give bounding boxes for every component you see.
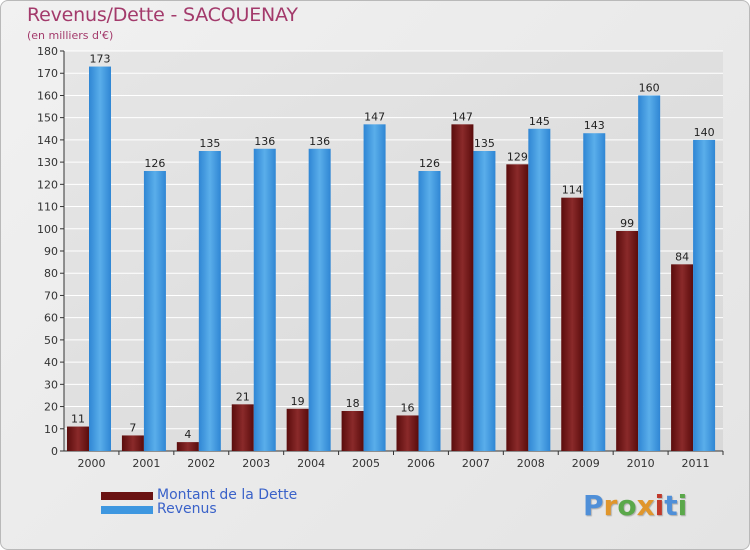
x-tick-label: 2006 [407, 457, 435, 470]
y-tick-label: 0 [51, 445, 58, 458]
legend-swatch-revenus [101, 506, 153, 514]
bar-revenus [693, 139, 716, 451]
bar-revenus [418, 171, 441, 451]
y-tick-label: 160 [37, 89, 58, 102]
data-label-revenus: 145 [529, 115, 550, 128]
y-tick-label: 140 [37, 134, 58, 147]
bar-dette [341, 411, 364, 451]
y-tick-label: 100 [37, 223, 58, 236]
bar-dette [671, 264, 694, 451]
data-label-revenus: 136 [309, 135, 330, 148]
chart-title: Revenus/Dette - SACQUENAY [27, 4, 298, 26]
y-tick-label: 90 [44, 245, 58, 258]
bar-dette [121, 435, 144, 451]
bar-revenus [363, 124, 386, 451]
data-label-dette: 99 [620, 217, 634, 230]
bar-revenus [143, 171, 166, 451]
y-tick-label: 50 [44, 334, 58, 347]
bar-dette [506, 164, 529, 452]
data-label-dette: 4 [184, 428, 191, 441]
data-label-revenus: 135 [474, 137, 495, 150]
data-label-dette: 114 [562, 184, 583, 197]
bar-dette [286, 408, 309, 451]
bar-revenus [583, 133, 606, 451]
bar-dette [561, 197, 584, 451]
bar-dette [616, 231, 639, 451]
bar-dette [231, 404, 254, 451]
bar-dette [451, 124, 474, 451]
data-label-revenus: 173 [90, 53, 111, 66]
chart-unit-subtitle: (en milliers d'€) [27, 29, 114, 42]
x-tick-label: 2009 [572, 457, 600, 470]
bar-revenus [253, 148, 276, 451]
y-tick-label: 120 [37, 178, 58, 191]
y-tick-label: 110 [37, 201, 58, 214]
bar-dette [396, 415, 419, 451]
data-label-dette: 147 [452, 110, 473, 123]
data-label-dette: 11 [71, 413, 85, 426]
x-tick-label: 2007 [462, 457, 490, 470]
data-label-revenus: 136 [254, 135, 275, 148]
y-tick-label: 60 [44, 312, 58, 325]
data-label-revenus: 160 [639, 81, 660, 94]
data-label-dette: 7 [129, 421, 136, 434]
bar-revenus [528, 128, 551, 451]
y-tick-label: 150 [37, 112, 58, 125]
data-label-revenus: 140 [694, 126, 715, 139]
y-tick-label: 40 [44, 356, 58, 369]
y-tick-label: 20 [44, 401, 58, 414]
x-tick-label: 2003 [242, 457, 270, 470]
bar-revenus [473, 151, 496, 451]
proxiti-logo: Proxiti [583, 489, 688, 522]
legend-swatch-dette [101, 492, 153, 500]
bar-revenus [89, 66, 111, 452]
data-label-dette: 16 [401, 401, 415, 414]
data-label-revenus: 135 [199, 137, 220, 150]
data-label-dette: 21 [236, 390, 250, 403]
x-tick-label: 2000 [77, 457, 105, 470]
y-tick-label: 130 [37, 156, 58, 169]
x-tick-label: 2010 [627, 457, 655, 470]
x-tick-label: 2001 [132, 457, 160, 470]
x-tick-label: 2008 [517, 457, 545, 470]
data-label-revenus: 143 [584, 119, 605, 132]
data-label-dette: 84 [675, 250, 689, 263]
data-label-revenus: 126 [419, 157, 440, 170]
y-tick-label: 30 [44, 378, 58, 391]
data-label-dette: 129 [507, 150, 528, 163]
bar-revenus [308, 148, 331, 451]
y-tick-label: 170 [37, 67, 58, 80]
data-label-dette: 19 [291, 395, 305, 408]
y-tick-label: 80 [44, 267, 58, 280]
x-tick-label: 2005 [352, 457, 380, 470]
data-label-revenus: 126 [144, 157, 165, 170]
data-label-revenus: 147 [364, 110, 385, 123]
bar-dette [67, 426, 89, 451]
x-tick-label: 2002 [187, 457, 215, 470]
x-tick-label: 2011 [682, 457, 710, 470]
bar-dette [176, 442, 199, 451]
bar-revenus [638, 95, 661, 451]
y-tick-label: 70 [44, 289, 58, 302]
legend-label-dette: Montant de la Dette [157, 487, 298, 503]
data-label-dette: 18 [346, 397, 360, 410]
bar-revenus [198, 151, 221, 451]
legend-label-revenus: Revenus [157, 501, 217, 517]
x-tick-label: 2004 [297, 457, 325, 470]
y-tick-label: 10 [44, 423, 58, 436]
y-tick-label: 180 [37, 45, 58, 58]
